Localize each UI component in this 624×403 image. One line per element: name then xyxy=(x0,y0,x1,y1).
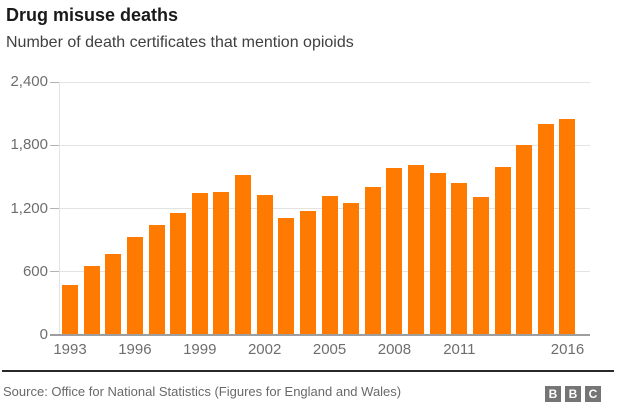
bar-1996 xyxy=(126,237,143,335)
chart-title: Drug misuse deaths xyxy=(6,5,179,25)
y-axis-tick xyxy=(50,271,59,273)
x-axis-tick-label: 1993 xyxy=(53,341,87,358)
bar-2003 xyxy=(278,217,295,335)
bbc-logo-block: C xyxy=(585,386,601,402)
y-axis-tick-label: 2,400 xyxy=(10,73,48,90)
bbc-logo: B B C xyxy=(545,386,601,402)
y-axis-tick-label: 1,800 xyxy=(10,136,48,154)
y-axis-tick-label: 600 xyxy=(22,262,48,280)
bar-2010 xyxy=(429,173,446,335)
y-axis-tick-label: 1,200 xyxy=(10,199,48,217)
y-axis-line xyxy=(59,82,60,335)
bar-2012 xyxy=(472,196,489,335)
x-axis-tick-label: 2008 xyxy=(377,341,412,358)
bar-2007 xyxy=(364,186,381,335)
x-axis-tick-label: 2016 xyxy=(550,341,585,358)
bar-2011 xyxy=(451,182,468,335)
footer-separator xyxy=(2,370,614,372)
bar-2001 xyxy=(235,174,252,335)
bar-2005 xyxy=(321,195,338,335)
bar-2015 xyxy=(537,123,554,335)
y-axis-tick-label: 0 xyxy=(39,326,48,343)
bbc-logo-block: B xyxy=(565,386,581,402)
bar-1998 xyxy=(170,212,187,335)
y-axis-tick xyxy=(50,144,59,146)
x-axis-tick-label: 2011 xyxy=(443,341,476,358)
bar-2009 xyxy=(408,165,425,335)
bar-2008 xyxy=(386,167,403,335)
y-axis-tick xyxy=(50,81,59,83)
bar-2013 xyxy=(494,166,511,335)
bar-1997 xyxy=(148,224,165,335)
bar-2000 xyxy=(213,192,230,335)
bbc-logo-block: B xyxy=(545,386,561,402)
y-axis-tick xyxy=(50,208,59,209)
bar-1999 xyxy=(191,193,208,335)
x-axis-tick-label: 2005 xyxy=(312,341,347,358)
bar-2014 xyxy=(516,145,533,335)
x-axis-tick-label: 1996 xyxy=(118,341,152,358)
bar-1994 xyxy=(83,265,100,335)
gridline xyxy=(59,81,590,83)
bar-2006 xyxy=(343,203,360,335)
x-axis-tick-label: 2002 xyxy=(247,341,282,358)
bar-1993 xyxy=(62,284,78,335)
bar-2002 xyxy=(256,194,273,335)
bar-2004 xyxy=(299,211,316,335)
bar-1995 xyxy=(105,253,122,335)
gridline xyxy=(59,144,590,146)
x-axis-line xyxy=(50,334,590,336)
chart-subtitle: Number of death certificates that mentio… xyxy=(6,34,354,51)
bar-2016 xyxy=(559,118,576,335)
source-text: Source: Office for National Statistics (… xyxy=(3,384,402,399)
x-axis-tick-label: 1999 xyxy=(183,341,217,358)
